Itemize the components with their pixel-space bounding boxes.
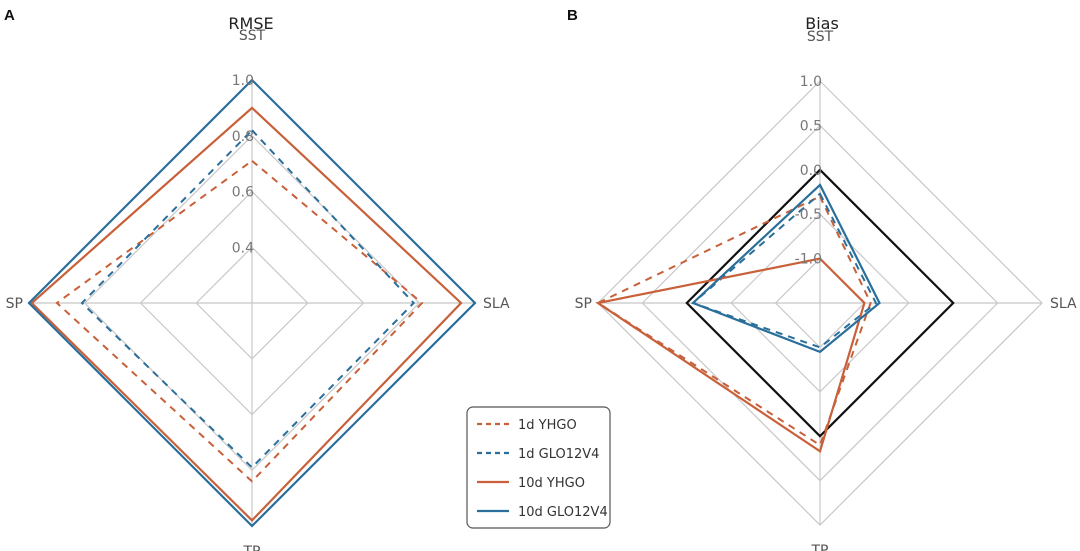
rmse-tick-label: 0.6 (232, 185, 254, 201)
legend: 1d YHGO 1d GLO12V4 10d YHGO 10d GLO12V4 (466, 406, 611, 529)
legend-entry-10d-glo12v4: 10d GLO12V4 (477, 505, 608, 520)
bias-axis-label-tp: TP (811, 543, 829, 551)
legend-entry-1d-glo12v4: 1d GLO12V4 (477, 447, 599, 462)
rmse-series-1d-glo12v4 (80, 128, 416, 469)
bias-tick-label: 0.5 (800, 118, 822, 134)
legend-entry-10d-yhgo: 10d YHGO (477, 476, 585, 491)
bias-axis-labels: SST SLA TP SP (575, 29, 1077, 551)
panel-letter-a: A (4, 7, 15, 24)
legend-box (466, 406, 611, 529)
bias-ticks: -1.0 -0.5 0.0 0.5 1.0 (795, 74, 822, 268)
rmse-axis-label-tp: TP (243, 544, 261, 551)
bias-radar-chart: B Bias -1.0 -0.5 0.0 0.5 1.0 SST SLA TP SP (567, 7, 1077, 551)
panel-letter-b: B (567, 7, 578, 24)
rmse-axis-label-sla: SLA (483, 296, 510, 312)
bias-axis-label-sp: SP (575, 296, 592, 312)
bias-series-1d-glo12v4 (691, 192, 878, 349)
rmse-ticks: 0.4 0.6 0.8 1.0 (232, 73, 254, 256)
bias-tick-label: 0.0 (800, 163, 822, 179)
bias-grid (597, 80, 1043, 526)
bias-chart-title: Bias (805, 14, 839, 33)
rmse-series-1d-yhgo (55, 159, 424, 483)
legend-label: 10d YHGO (518, 476, 585, 491)
rmse-tick-label: 0.8 (232, 129, 254, 145)
bias-series-1d-yhgo (595, 195, 872, 447)
bias-series-10d-yhgo (595, 257, 866, 454)
rmse-tick-label: 0.4 (232, 240, 254, 256)
bias-reference-line (685, 168, 955, 438)
rmse-grid (28, 79, 476, 527)
bias-tick-label: -0.5 (795, 207, 822, 223)
bias-tick-label: 1.0 (800, 74, 822, 90)
legend-label: 10d GLO12V4 (518, 505, 608, 520)
rmse-radar-chart: A RMSE 0.4 0.6 0.8 1.0 SST SLA TP SP (4, 7, 510, 551)
legend-label: 1d YHGO (518, 418, 577, 433)
bias-axis-label-sla: SLA (1050, 296, 1077, 312)
rmse-series (27, 78, 477, 528)
rmse-axis-label-sst: SST (239, 28, 266, 44)
rmse-chart-title: RMSE (228, 14, 273, 33)
rmse-tick-label: 1.0 (232, 73, 254, 89)
bias-axis-label-sst: SST (807, 29, 834, 45)
rmse-axis-label-sp: SP (6, 296, 23, 312)
bias-series (595, 168, 955, 454)
legend-entry-1d-yhgo: 1d YHGO (477, 418, 577, 433)
bias-tick-label: -1.0 (795, 252, 822, 268)
legend-label: 1d GLO12V4 (518, 447, 599, 462)
rmse-axis-labels: SST SLA TP SP (6, 28, 510, 551)
